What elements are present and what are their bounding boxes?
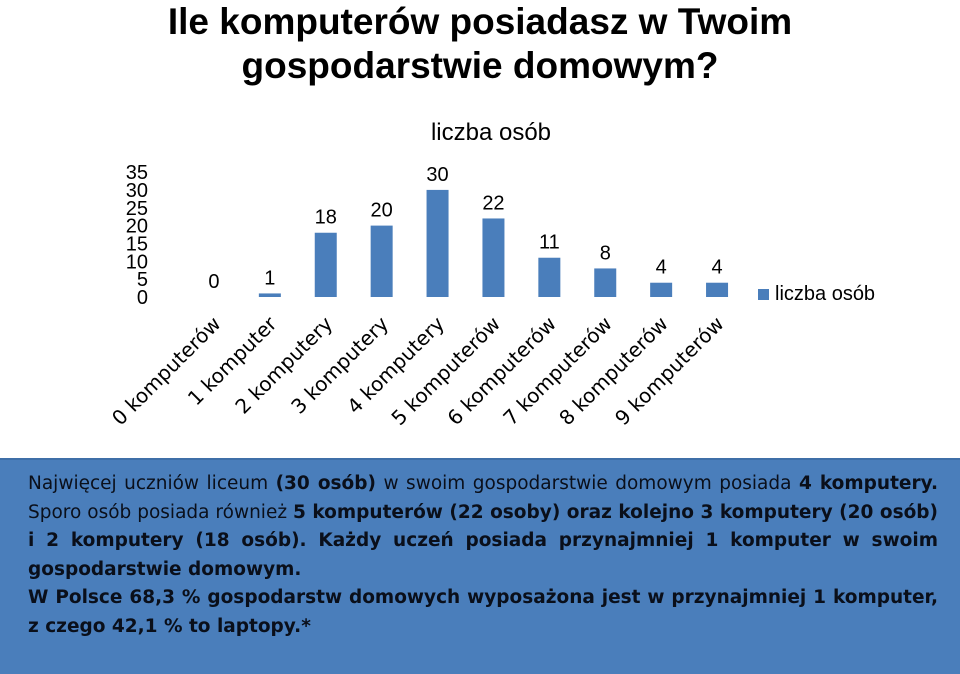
summary-text: Najwięcej uczniów liceum xyxy=(28,473,276,494)
chart-title: liczba osób xyxy=(431,119,551,146)
data-label: 8 xyxy=(600,242,611,264)
legend: liczba osób xyxy=(758,283,875,305)
y-tick-label: 0 xyxy=(137,287,148,309)
y-tick-label: 35 xyxy=(126,162,148,184)
legend-label: liczba osób xyxy=(775,283,875,305)
summary-text-bold: 5 komputerów (22 osoby) oraz kolejno 3 k… xyxy=(28,501,938,580)
summary-panel: Najwięcej uczniów liceum (30 osób) w swo… xyxy=(0,458,960,674)
summary-text-bold: 4 komputery. xyxy=(798,473,938,494)
legend-swatch xyxy=(758,289,769,300)
bar xyxy=(594,268,617,297)
data-label: 11 xyxy=(539,232,560,254)
summary-paragraph-1: Najwięcej uczniów liceum (30 osób) w swo… xyxy=(28,470,938,584)
slide-title: Ile komputerów posiadasz w Twoim gospoda… xyxy=(167,1,793,86)
bars xyxy=(258,189,729,297)
summary-text-bold: W Polsce 68,3 % gospodarstw domowych wyp… xyxy=(28,587,938,637)
y-tick-label: 5 xyxy=(137,269,148,291)
data-label: 4 xyxy=(711,257,722,279)
y-tick-label: 10 xyxy=(126,251,148,273)
y-tick-label: 20 xyxy=(126,216,148,238)
x-tick-label: 4 komputery xyxy=(342,311,449,418)
summary-paragraph-2: W Polsce 68,3 % gospodarstw domowych wyp… xyxy=(28,584,938,641)
x-tick-label: 3 komputery xyxy=(286,311,393,418)
data-label: 22 xyxy=(482,192,504,214)
y-tick-label: 15 xyxy=(126,233,148,255)
data-label: 18 xyxy=(315,207,337,229)
summary-text: Sporo osób posiada również xyxy=(28,501,293,523)
data-label: 20 xyxy=(371,200,393,222)
summary-text-bold: (30 osób) xyxy=(275,473,376,494)
summary-text: w swoim gospodarstwie domowym posiada xyxy=(375,473,799,494)
bar xyxy=(370,225,393,297)
data-label: 0 xyxy=(208,271,219,293)
data-label: 1 xyxy=(264,267,275,289)
bar xyxy=(426,189,449,297)
data-label: 4 xyxy=(656,257,667,279)
bar xyxy=(706,282,729,297)
y-tick-label: 30 xyxy=(126,180,148,202)
bar xyxy=(650,282,673,297)
bar xyxy=(538,257,561,297)
x-tick-label: 2 komputery xyxy=(230,311,337,418)
y-tick-label: 25 xyxy=(126,198,148,220)
bar xyxy=(258,293,281,297)
data-label: 30 xyxy=(426,164,448,186)
bar xyxy=(314,232,337,297)
bar xyxy=(482,218,505,297)
